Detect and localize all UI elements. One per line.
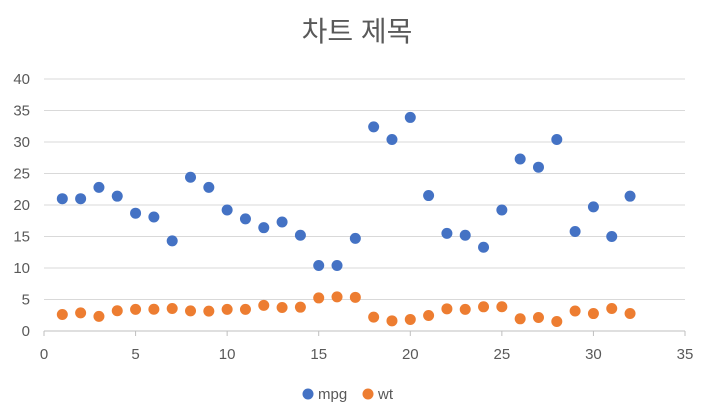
data-point-wt [75, 307, 87, 319]
data-point-mpg [56, 193, 68, 205]
data-point-mpg [514, 153, 526, 165]
gridlines [44, 78, 685, 300]
data-point-mpg [294, 229, 306, 241]
data-point-wt [276, 302, 288, 314]
data-point-wt [624, 307, 636, 319]
data-point-wt [258, 299, 270, 311]
data-point-mpg [386, 133, 398, 145]
data-point-mpg [276, 216, 288, 228]
y-tick-label: 15 [13, 229, 30, 246]
data-point-wt [587, 308, 599, 320]
data-point-mpg [587, 201, 599, 213]
y-tick-label: 25 [13, 166, 30, 183]
data-point-mpg [111, 190, 123, 202]
data-point-wt [514, 313, 526, 325]
data-point-mpg [349, 232, 361, 244]
data-point-wt [221, 303, 233, 315]
data-point-mpg [569, 225, 581, 237]
data-point-mpg [203, 181, 215, 193]
x-tick-label: 30 [585, 346, 602, 363]
data-point-wt [294, 301, 306, 313]
data-point-wt [569, 305, 581, 317]
x-tick-label: 10 [219, 346, 236, 363]
legend-label-wt: wt [377, 386, 394, 403]
data-point-wt [404, 313, 416, 325]
data-point-mpg [459, 229, 471, 241]
data-point-mpg [404, 111, 416, 123]
y-tick-label: 40 [13, 71, 30, 88]
y-tick-label: 20 [13, 197, 30, 214]
data-point-wt [239, 303, 251, 315]
data-point-mpg [496, 204, 508, 216]
data-point-wt [93, 310, 105, 322]
x-tick-label: 35 [677, 346, 694, 363]
legend-marker-wt [362, 388, 374, 400]
data-point-mpg [221, 204, 233, 216]
data-point-mpg [239, 213, 251, 225]
x-tick-label: 0 [40, 346, 48, 363]
data-point-wt [185, 305, 197, 317]
data-point-wt [386, 315, 398, 327]
x-tick-label: 20 [402, 346, 419, 363]
y-tick-label: 5 [22, 292, 30, 309]
data-point-wt [148, 303, 160, 315]
data-point-wt [606, 303, 618, 315]
x-tick-label: 25 [494, 346, 511, 363]
chart-title: 차트 제목 [302, 16, 413, 47]
data-point-mpg [313, 259, 325, 271]
data-point-wt [459, 303, 471, 315]
data-point-mpg [185, 171, 197, 183]
data-point-mpg [478, 241, 490, 253]
data-point-wt [532, 312, 544, 324]
series-mpg [56, 111, 636, 271]
x-tick-label: 5 [131, 346, 139, 363]
legend: mpg wt [302, 386, 394, 403]
data-point-wt [441, 303, 453, 315]
data-point-mpg [423, 190, 435, 202]
data-point-wt [130, 303, 142, 315]
data-point-wt [331, 291, 343, 303]
y-tick-label: 35 [13, 103, 30, 120]
data-points [56, 111, 636, 327]
data-point-mpg [258, 222, 270, 234]
data-point-mpg [624, 190, 636, 202]
data-point-wt [551, 315, 563, 327]
data-point-mpg [606, 231, 618, 242]
data-point-wt [203, 305, 215, 317]
data-point-wt [313, 292, 325, 304]
y-tick-label: 10 [13, 260, 30, 277]
axes: 0 5 10 15 20 25 30 35 40 0 5 10 15 20 25 30 35 [13, 71, 693, 363]
data-point-mpg [368, 121, 380, 133]
data-point-mpg [130, 207, 142, 219]
legend-label-mpg: mpg [318, 386, 347, 403]
data-point-wt [496, 301, 508, 313]
data-point-mpg [551, 133, 563, 145]
x-tick-label: 15 [310, 346, 327, 363]
data-point-wt [56, 308, 68, 320]
data-point-mpg [441, 227, 453, 239]
data-point-mpg [75, 193, 87, 205]
data-point-mpg [331, 259, 343, 271]
data-point-wt [111, 305, 123, 317]
data-point-mpg [532, 161, 544, 173]
series-wt [56, 291, 636, 327]
data-point-wt [368, 311, 380, 323]
data-point-wt [349, 291, 361, 303]
legend-marker-mpg [302, 388, 314, 400]
data-point-wt [478, 301, 490, 313]
data-point-wt [166, 303, 178, 315]
data-point-mpg [93, 181, 105, 193]
y-tick-label: 30 [13, 134, 30, 151]
data-point-wt [423, 309, 435, 321]
data-point-mpg [166, 235, 178, 247]
y-tick-label: 0 [22, 323, 30, 340]
data-point-mpg [148, 211, 160, 223]
